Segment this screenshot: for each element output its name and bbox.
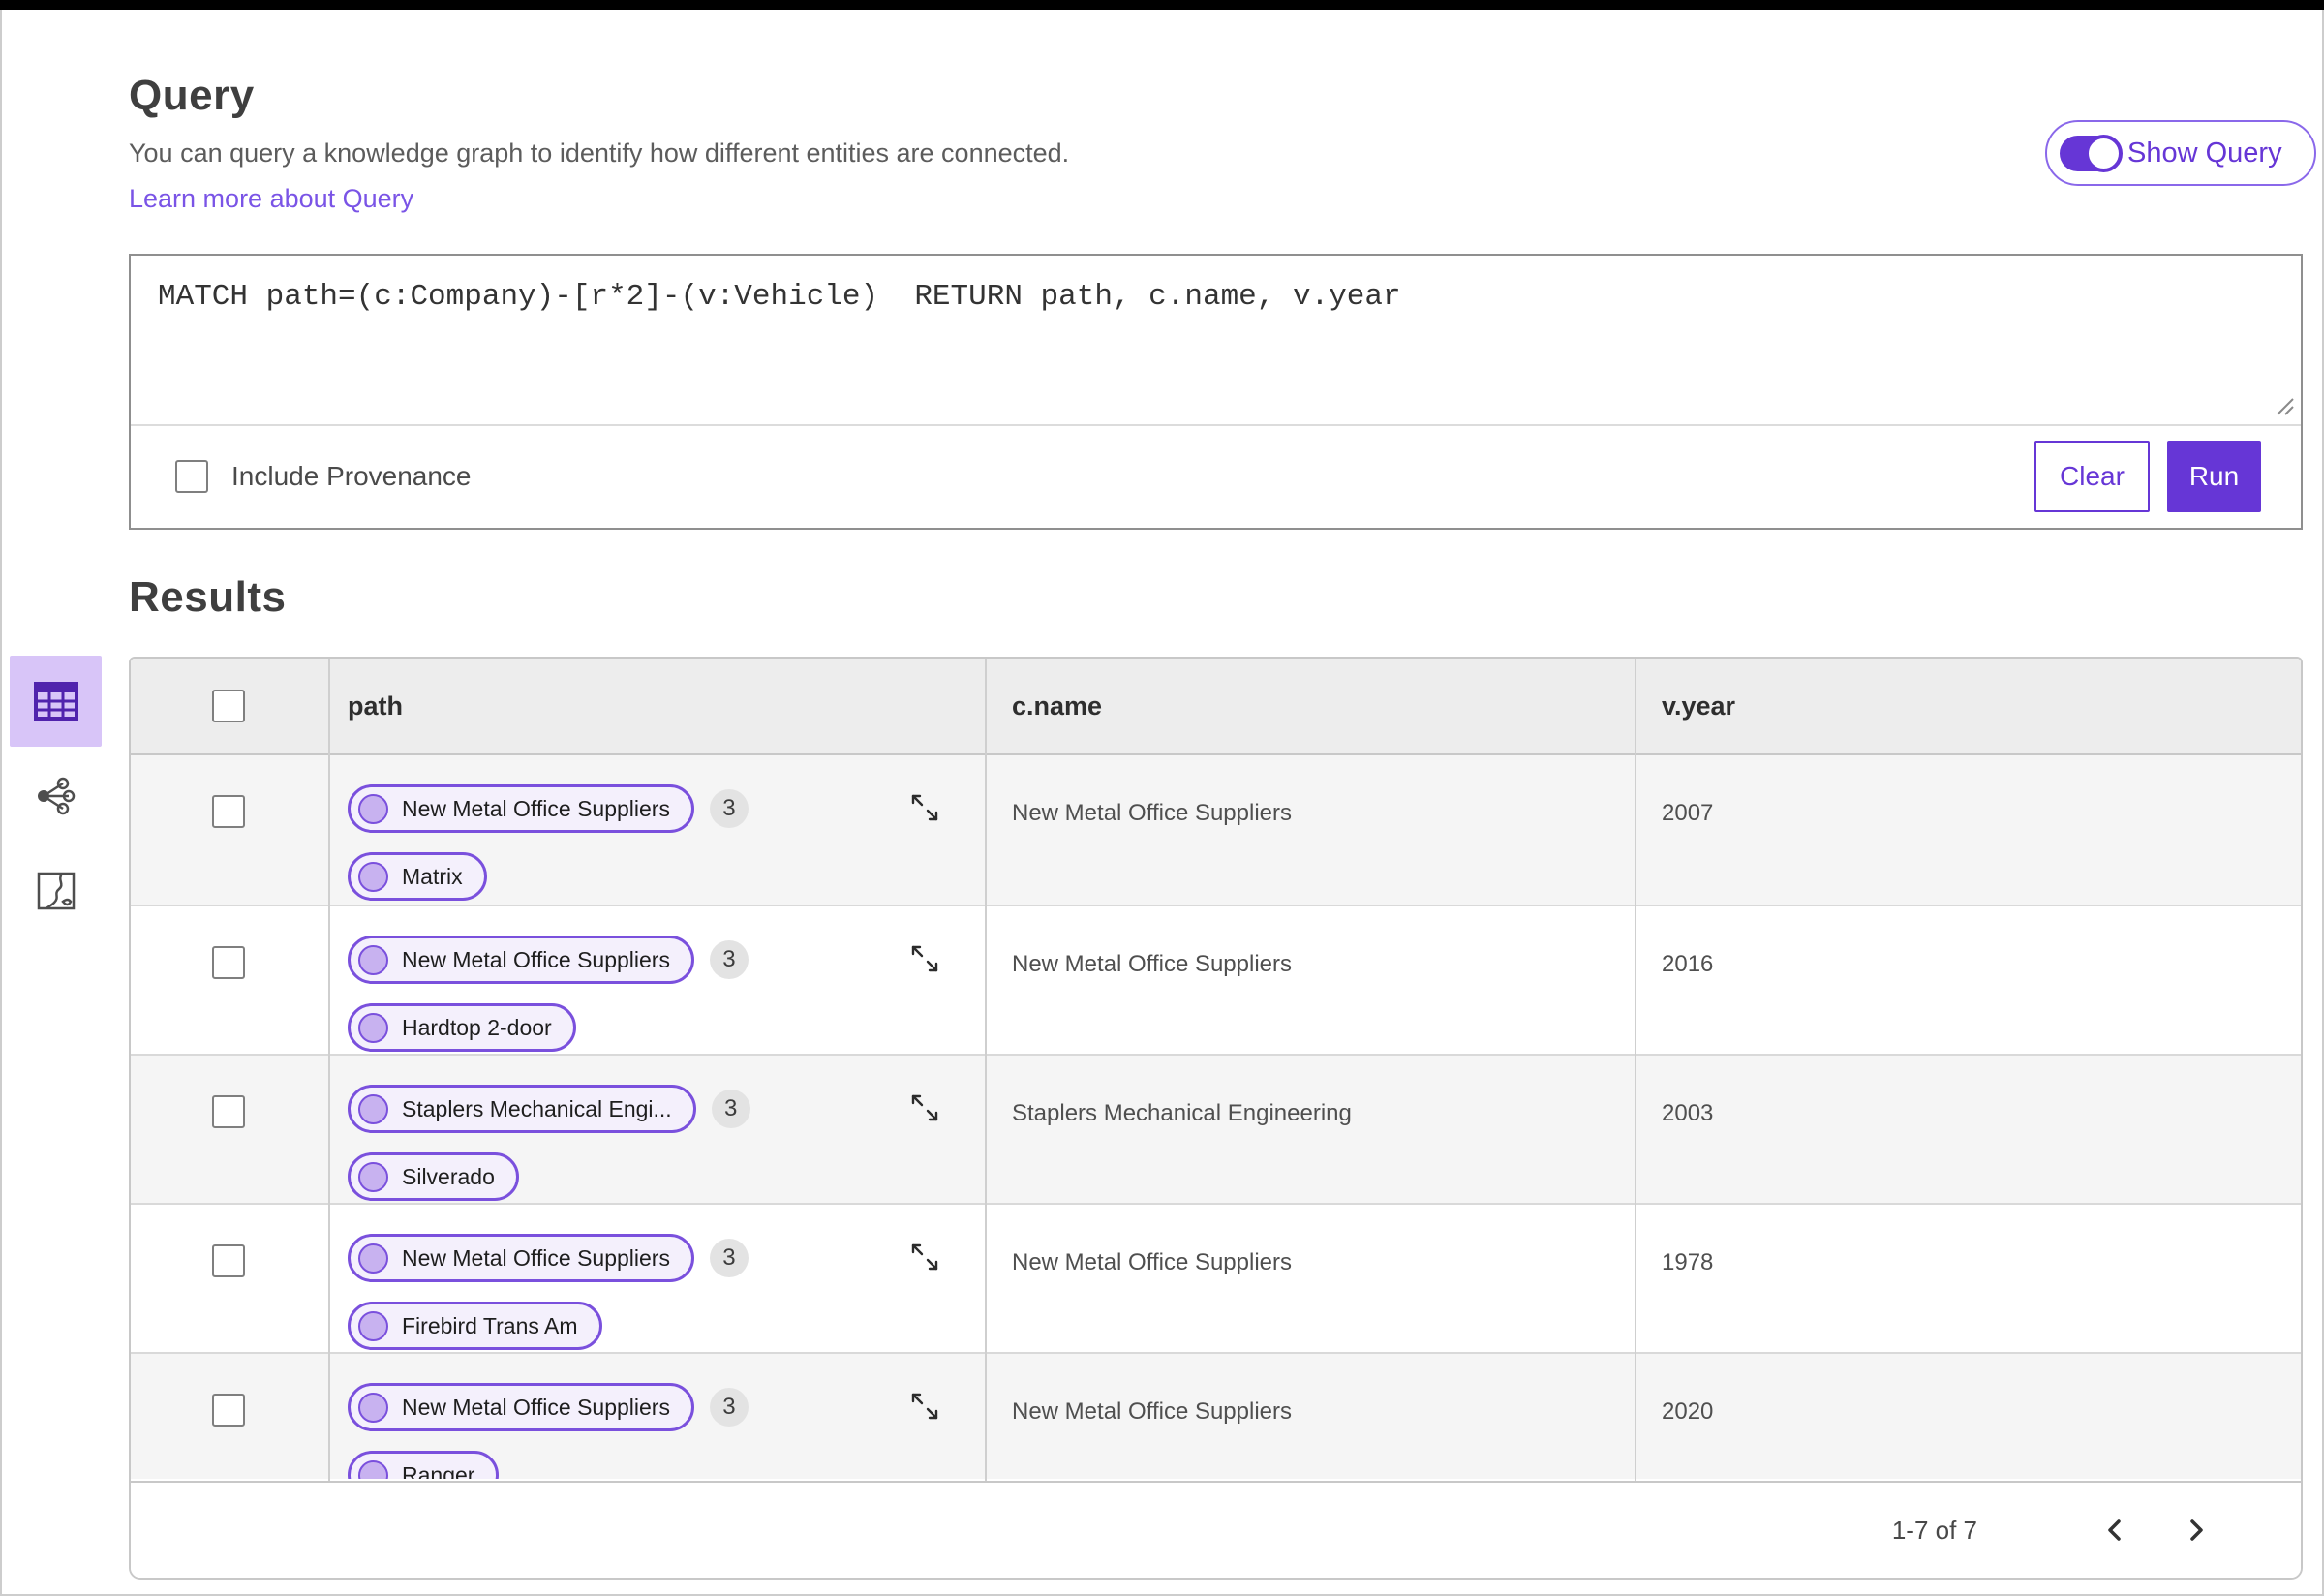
cname-cell: New Metal Office Suppliers bbox=[1012, 1398, 1293, 1425]
clear-button[interactable]: Clear bbox=[2034, 440, 2150, 512]
toggle-knob bbox=[2085, 134, 2123, 172]
pagination-range: 1-7 of 7 bbox=[1891, 1515, 1977, 1545]
pagination-bar: 1-7 of 7 bbox=[131, 1481, 2301, 1578]
path-node-pill[interactable]: New Metal Office Suppliers bbox=[348, 936, 694, 984]
vyear-cell: 2003 bbox=[1662, 1100, 1714, 1126]
node-circle-icon bbox=[358, 1392, 388, 1423]
include-provenance-checkbox[interactable] bbox=[175, 459, 208, 493]
table-icon bbox=[33, 682, 78, 721]
vyear-cell: 1978 bbox=[1662, 1249, 1714, 1275]
run-button[interactable]: Run bbox=[2167, 440, 2261, 512]
path-node-label: Silverado bbox=[402, 1163, 495, 1189]
vyear-cell: 2020 bbox=[1662, 1398, 1714, 1425]
path-node-label: Staplers Mechanical Engi... bbox=[402, 1095, 672, 1121]
path-node-pill[interactable]: New Metal Office Suppliers bbox=[348, 784, 694, 833]
path-node-label: Matrix bbox=[402, 863, 463, 889]
row-checkbox[interactable] bbox=[212, 1244, 245, 1277]
query-description: You can query a knowledge graph to ident… bbox=[129, 138, 1070, 168]
row-checkbox[interactable] bbox=[212, 1394, 245, 1427]
expand-icon[interactable] bbox=[907, 1240, 942, 1274]
table-row: New Metal Office Suppliers 3 Ranger Ne bbox=[131, 1352, 2301, 1479]
learn-more-link[interactable]: Learn more about Query bbox=[129, 184, 414, 213]
select-all-checkbox[interactable] bbox=[212, 690, 245, 722]
table-row: New Metal Office Suppliers 3 Hardtop 2-d… bbox=[131, 905, 2301, 1054]
query-controls-row: Include Provenance Clear Run bbox=[131, 426, 2301, 526]
include-provenance-label: Include Provenance bbox=[231, 460, 472, 491]
column-header-path[interactable]: path bbox=[348, 691, 403, 721]
show-query-label: Show Query bbox=[2127, 137, 2282, 169]
table-body: New Metal Office Suppliers 3 Matrix Ne bbox=[131, 755, 2301, 1479]
expand-icon[interactable] bbox=[907, 1389, 942, 1424]
table-row: New Metal Office Suppliers 3 Firebird Tr… bbox=[131, 1203, 2301, 1352]
path-node-pill[interactable]: Firebird Trans Am bbox=[348, 1302, 602, 1350]
toggle-on-icon[interactable] bbox=[2060, 134, 2123, 172]
path-node-pill[interactable]: Staplers Mechanical Engi... bbox=[348, 1085, 696, 1133]
table-view-button[interactable] bbox=[10, 656, 102, 747]
results-view-rail bbox=[10, 656, 102, 936]
path-count-badge: 3 bbox=[709, 1388, 749, 1427]
expand-icon[interactable] bbox=[907, 1090, 942, 1125]
path-node-pill[interactable]: Ranger bbox=[348, 1451, 500, 1480]
page-title: Query bbox=[129, 72, 255, 119]
path-node-label: New Metal Office Suppliers bbox=[402, 946, 670, 972]
results-table: path c.name v.year New Metal Office Supp… bbox=[129, 657, 2303, 1580]
column-header-vyear[interactable]: v.year bbox=[1662, 691, 1736, 721]
vyear-cell: 2007 bbox=[1662, 800, 1714, 826]
path-node-label: Ranger bbox=[402, 1461, 475, 1480]
network-graph-icon bbox=[37, 777, 75, 815]
query-editor-panel: MATCH path=(c:Company)-[r*2]-(v:Vehicle)… bbox=[129, 254, 2303, 530]
path-count-badge: 3 bbox=[709, 789, 749, 828]
node-circle-icon bbox=[358, 1161, 388, 1192]
node-circle-icon bbox=[358, 793, 388, 824]
cname-cell: New Metal Office Suppliers bbox=[1012, 951, 1293, 977]
node-circle-icon bbox=[358, 1093, 388, 1124]
table-row: New Metal Office Suppliers 3 Matrix Ne bbox=[131, 755, 2301, 905]
top-black-bar bbox=[0, 0, 2324, 10]
query-text[interactable]: MATCH path=(c:Company)-[r*2]-(v:Vehicle)… bbox=[158, 280, 1401, 314]
node-circle-icon bbox=[358, 1459, 388, 1479]
query-textarea[interactable]: MATCH path=(c:Company)-[r*2]-(v:Vehicle)… bbox=[131, 256, 2301, 426]
node-circle-icon bbox=[358, 1310, 388, 1341]
path-node-label: New Metal Office Suppliers bbox=[402, 795, 670, 821]
map-view-button[interactable] bbox=[10, 845, 102, 936]
path-node-label: New Metal Office Suppliers bbox=[402, 1394, 670, 1420]
prev-page-button[interactable] bbox=[2097, 1512, 2134, 1549]
path-node-pill[interactable]: New Metal Office Suppliers bbox=[348, 1234, 694, 1282]
resize-handle-icon[interactable] bbox=[2271, 392, 2296, 417]
path-node-pill[interactable]: Matrix bbox=[348, 852, 487, 901]
path-count-badge: 3 bbox=[711, 1090, 750, 1128]
path-node-pill[interactable]: Silverado bbox=[348, 1152, 519, 1201]
path-count-badge: 3 bbox=[709, 940, 749, 979]
show-query-toggle[interactable]: Show Query bbox=[2045, 120, 2316, 186]
map-route-icon bbox=[37, 872, 75, 910]
chevron-left-icon bbox=[2108, 1519, 2121, 1541]
node-circle-icon bbox=[358, 861, 388, 892]
row-checkbox[interactable] bbox=[212, 946, 245, 979]
node-circle-icon bbox=[358, 1012, 388, 1043]
expand-icon[interactable] bbox=[907, 790, 942, 825]
next-page-button[interactable] bbox=[2177, 1512, 2214, 1549]
graph-view-button[interactable] bbox=[10, 751, 102, 842]
table-row: Staplers Mechanical Engi... 3 Silverado bbox=[131, 1054, 2301, 1203]
cname-cell: New Metal Office Suppliers bbox=[1012, 1249, 1293, 1275]
path-node-label: New Metal Office Suppliers bbox=[402, 1244, 670, 1271]
column-header-cname[interactable]: c.name bbox=[1012, 691, 1103, 721]
node-circle-icon bbox=[358, 1243, 388, 1274]
expand-icon[interactable] bbox=[907, 941, 942, 976]
node-circle-icon bbox=[358, 944, 388, 975]
table-header-row: path c.name v.year bbox=[131, 659, 2301, 755]
cname-cell: Staplers Mechanical Engineering bbox=[1012, 1100, 1352, 1126]
cname-cell: New Metal Office Suppliers bbox=[1012, 800, 1293, 826]
results-title: Results bbox=[129, 573, 287, 621]
row-checkbox[interactable] bbox=[212, 795, 245, 828]
path-node-label: Hardtop 2-door bbox=[402, 1014, 552, 1040]
path-node-label: Firebird Trans Am bbox=[402, 1312, 578, 1338]
row-checkbox[interactable] bbox=[212, 1095, 245, 1128]
vyear-cell: 2016 bbox=[1662, 951, 1714, 977]
path-node-pill[interactable]: Hardtop 2-door bbox=[348, 1003, 576, 1052]
chevron-right-icon bbox=[2190, 1519, 2203, 1541]
path-node-pill[interactable]: New Metal Office Suppliers bbox=[348, 1383, 694, 1431]
path-count-badge: 3 bbox=[709, 1239, 749, 1277]
